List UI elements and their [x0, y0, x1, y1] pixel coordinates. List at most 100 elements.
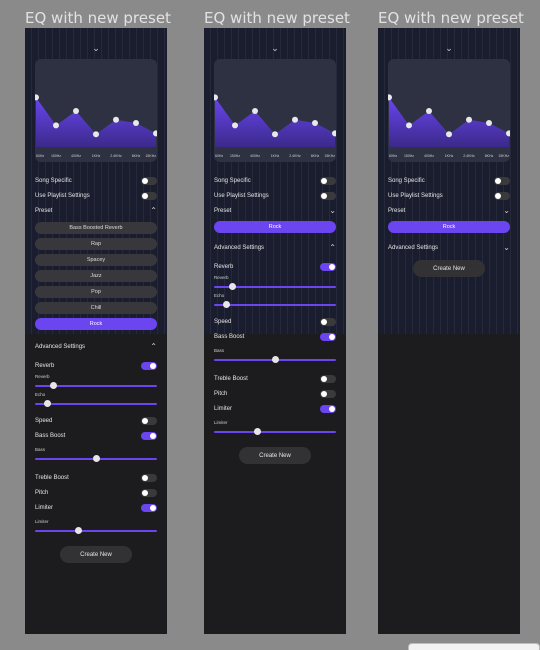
treble-boost-toggle[interactable]: [320, 374, 336, 383]
chevron-down-icon[interactable]: ⌄: [92, 43, 100, 53]
limiter-toggle[interactable]: [320, 404, 336, 413]
song-specific-toggle[interactable]: [320, 176, 336, 185]
chevron-down-icon[interactable]: ⌄: [271, 43, 279, 53]
preset-option[interactable]: Chill: [35, 302, 157, 314]
pitch-toggle[interactable]: [320, 389, 336, 398]
reverb-toggle[interactable]: [141, 361, 157, 370]
playlist-settings-toggle[interactable]: [320, 191, 336, 200]
limiter-label: Limiter: [35, 504, 54, 511]
echo-slider[interactable]: [35, 399, 157, 409]
speed-toggle[interactable]: [141, 416, 157, 425]
selected-preset-pill[interactable]: Rock: [214, 221, 336, 233]
chevron-up-icon[interactable]: ⌃: [150, 342, 157, 351]
slider-thumb[interactable]: [272, 356, 279, 363]
song-specific-toggle[interactable]: [494, 176, 510, 185]
song-specific-toggle[interactable]: [141, 176, 157, 185]
eq-band-handle[interactable]: [252, 108, 258, 114]
eq-band-handle[interactable]: [153, 130, 157, 137]
eq-band-handle[interactable]: [35, 94, 39, 101]
eq-band-handle[interactable]: [133, 120, 139, 126]
eq-band-handle[interactable]: [232, 122, 238, 129]
slider-thumb[interactable]: [223, 301, 231, 308]
advanced-settings-header[interactable]: Advanced Settings ⌃: [214, 240, 336, 255]
eq-chart[interactable]: 60Hz 150Hz 400Hz 1KHz 2.4KHz 6KHz 15KHz: [35, 59, 157, 162]
treble-boost-toggle[interactable]: [141, 473, 157, 482]
preset-header[interactable]: Preset ⌄: [214, 203, 336, 218]
slider-thumb[interactable]: [253, 428, 261, 435]
reverb-toggle[interactable]: [320, 262, 336, 271]
echo-slider[interactable]: [214, 300, 336, 310]
eq-band-handle[interactable]: [446, 131, 452, 138]
eq-freq-label: 150Hz: [51, 154, 61, 158]
eq-band-handle[interactable]: [53, 122, 59, 129]
eq-band-handle[interactable]: [292, 116, 298, 123]
playlist-settings-row: Use Playlist Settings: [214, 188, 336, 203]
pitch-label: Pitch: [35, 489, 49, 496]
eq-freq-label: 2.4KHz: [110, 154, 122, 158]
preset-header[interactable]: Preset ⌄: [388, 203, 510, 218]
eq-band-handle[interactable]: [332, 130, 336, 137]
phone-frame-1: ⌄ 60Hz 150Hz 400Hz 1KHz 2.4KHz 6KHz 15KHz Song…: [25, 28, 167, 634]
preset-option[interactable]: Pop: [35, 286, 157, 298]
eq-chart[interactable]: 60Hz 150Hz 400Hz 1KHz 2.4KHz 6KHz 15KHz: [214, 59, 336, 162]
playlist-settings-toggle[interactable]: [141, 191, 157, 200]
bass-slider[interactable]: [35, 454, 157, 464]
limiter-slider[interactable]: [35, 526, 157, 536]
selected-preset-pill[interactable]: Rock: [388, 221, 510, 233]
playlist-settings-row: Use Playlist Settings: [35, 188, 157, 203]
bass-boost-toggle[interactable]: [141, 431, 157, 440]
limiter-toggle[interactable]: [141, 503, 157, 512]
eq-band-handle[interactable]: [466, 116, 472, 123]
eq-band-handle[interactable]: [272, 131, 278, 138]
eq-band-handle[interactable]: [506, 130, 510, 137]
chevron-down-icon[interactable]: ⌄: [445, 43, 453, 53]
eq-band-handle[interactable]: [312, 120, 318, 126]
pitch-toggle[interactable]: [141, 488, 157, 497]
eq-band-handle[interactable]: [426, 108, 432, 114]
speed-label: Speed: [35, 417, 53, 424]
chevron-up-icon[interactable]: ⌃: [329, 243, 336, 252]
eq-curve: 60Hz 150Hz 400Hz 1KHz 2.4KHz 6KHz 15KHz: [35, 94, 157, 158]
slider-thumb[interactable]: [93, 455, 100, 462]
eq-freq-label: 400Hz: [71, 154, 81, 158]
eq-curve: 60Hz 150Hz 400Hz 1KHz 2.4KHz 6KHz 15KHz: [214, 94, 336, 158]
eq-band-handle[interactable]: [93, 131, 99, 138]
chevron-down-icon[interactable]: ⌄: [503, 206, 510, 215]
eq-band-handle[interactable]: [406, 122, 412, 129]
advanced-settings-header[interactable]: Advanced Settings ⌄: [388, 240, 510, 255]
preset-header[interactable]: Preset ⌃: [35, 203, 157, 218]
create-new-button[interactable]: Create New: [239, 447, 311, 464]
eq-band-handle[interactable]: [388, 94, 392, 101]
preset-option[interactable]: Jazz: [35, 270, 157, 282]
eq-band-handle[interactable]: [113, 116, 119, 123]
playlist-settings-toggle[interactable]: [494, 191, 510, 200]
reverb-slider[interactable]: [35, 381, 157, 391]
scrollbar[interactable]: [408, 643, 540, 650]
eq-band-handle[interactable]: [73, 108, 79, 114]
preset-option-selected[interactable]: Rock: [35, 318, 157, 330]
slider-thumb[interactable]: [229, 283, 237, 290]
create-new-button[interactable]: Create New: [60, 546, 132, 563]
eq-band-handle[interactable]: [214, 94, 218, 101]
treble-boost-label: Treble Boost: [214, 375, 248, 382]
speed-toggle[interactable]: [320, 317, 336, 326]
reverb-slider[interactable]: [214, 282, 336, 292]
advanced-settings-label: Advanced Settings: [35, 343, 86, 350]
slider-thumb[interactable]: [74, 527, 82, 534]
eq-chart[interactable]: 60Hz 150Hz 400Hz 1KHz 2.4KHz 6KHz 15KHz: [388, 59, 510, 162]
preset-option[interactable]: Rap: [35, 238, 157, 250]
chevron-down-icon[interactable]: ⌄: [329, 206, 336, 215]
bass-slider[interactable]: [214, 355, 336, 365]
slider-thumb[interactable]: [44, 400, 52, 407]
advanced-settings-header[interactable]: Advanced Settings ⌃: [35, 339, 157, 354]
preset-option[interactable]: Spacey: [35, 254, 157, 266]
create-new-button[interactable]: Create New: [413, 260, 485, 277]
eq-band-handle[interactable]: [486, 120, 492, 126]
slider-thumb[interactable]: [50, 382, 58, 389]
limiter-label: Limiter: [214, 405, 233, 412]
preset-option[interactable]: Bass Boosted Reverb: [35, 222, 157, 234]
chevron-down-icon[interactable]: ⌄: [503, 243, 510, 252]
bass-boost-toggle[interactable]: [320, 332, 336, 341]
limiter-slider[interactable]: [214, 427, 336, 437]
chevron-up-icon[interactable]: ⌃: [150, 206, 157, 215]
